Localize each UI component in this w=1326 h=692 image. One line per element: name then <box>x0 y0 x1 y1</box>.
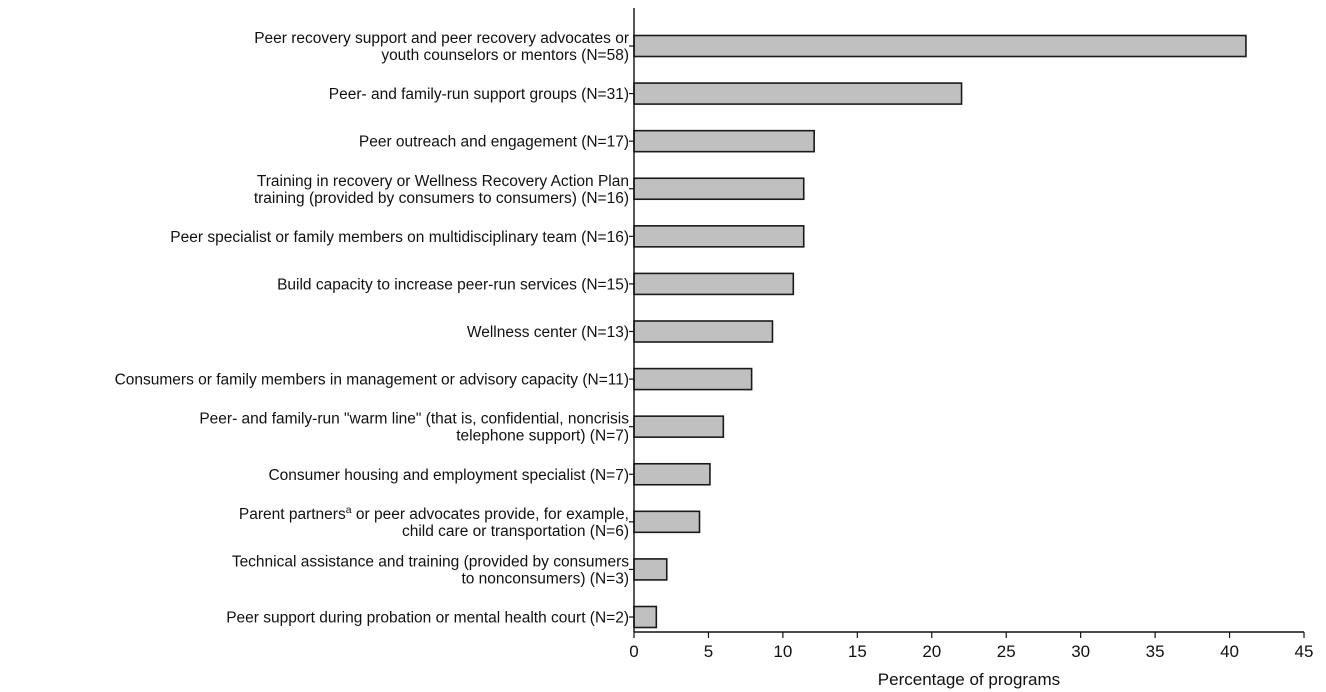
category-label-3-line-0: Training in recovery or Wellness Recover… <box>257 173 629 190</box>
category-label-0-line-0: Peer recovery support and peer recovery … <box>254 30 629 47</box>
x-tick-label-5: 5 <box>704 642 713 661</box>
category-label-10-line-0: Parent partnersa or peer advocates provi… <box>239 504 629 523</box>
category-label-3-line-1: training (provided by consumers to consu… <box>254 190 629 207</box>
bar-0 <box>633 34 1247 58</box>
category-label-10-line-1: child care or transportation (N=6) <box>402 523 629 540</box>
category-label-4-line-0: Peer specialist or family members on mul… <box>170 229 629 246</box>
category-label-8-line-0: Peer- and family-run "warm line" (that i… <box>199 411 629 428</box>
bar-5 <box>633 272 795 296</box>
x-tick-label-40: 40 <box>1220 642 1239 661</box>
bar-2 <box>633 129 815 153</box>
bar-1 <box>633 82 963 105</box>
category-label-12-line-0: Peer support during probation or mental … <box>226 610 629 627</box>
bar-7 <box>633 367 753 391</box>
x-tick-label-45: 45 <box>1295 642 1314 661</box>
category-labels: Peer recovery support and peer recovery … <box>115 30 630 627</box>
category-label-10-continued: or peer advocates provide, for example, <box>352 506 629 523</box>
x-tick-label-20: 20 <box>922 642 941 661</box>
category-label-7-line-0: Consumers or family members in managemen… <box>115 372 629 389</box>
bar-9 <box>633 462 711 486</box>
x-tick-label-0: 0 <box>629 642 638 661</box>
bar-6 <box>633 320 774 343</box>
category-label-10-main: Parent partners <box>239 506 346 523</box>
x-tick-label-30: 30 <box>1071 642 1090 661</box>
category-label-5-line-0: Build capacity to increase peer-run serv… <box>277 276 629 293</box>
category-label-2-line-0: Peer outreach and engagement (N=17) <box>359 134 629 151</box>
x-tick-label-15: 15 <box>848 642 867 661</box>
bar-3 <box>633 177 805 201</box>
bar-12 <box>633 605 658 629</box>
category-label-1-line-0: Peer- and family-run support groups (N=3… <box>329 86 629 103</box>
category-label-9-line-0: Consumer housing and employment speciali… <box>268 467 629 484</box>
x-tick-label-25: 25 <box>997 642 1016 661</box>
category-label-8-line-1: telephone support) (N=7) <box>456 428 629 445</box>
x-tick-label-10: 10 <box>773 642 792 661</box>
category-label-11-line-1: to nonconsumers) (N=3) <box>461 570 629 587</box>
category-label-0-line-1: youth counselors or mentors (N=58) <box>381 47 629 64</box>
footnote-marker: a <box>346 504 352 516</box>
bar-10 <box>633 510 701 534</box>
category-label-6-line-0: Wellness center (N=13) <box>467 324 629 341</box>
category-label-11-line-0: Technical assistance and training (provi… <box>232 553 629 570</box>
bar-8 <box>633 415 725 438</box>
bars-layer <box>633 34 1247 629</box>
x-axis-title: Percentage of programs <box>878 670 1060 689</box>
bar-11 <box>633 558 668 581</box>
x-tick-label-35: 35 <box>1146 642 1165 661</box>
axes: 0 5 10 15 20 25 30 35 40 45 <box>629 8 1313 661</box>
bar-4 <box>633 225 805 248</box>
